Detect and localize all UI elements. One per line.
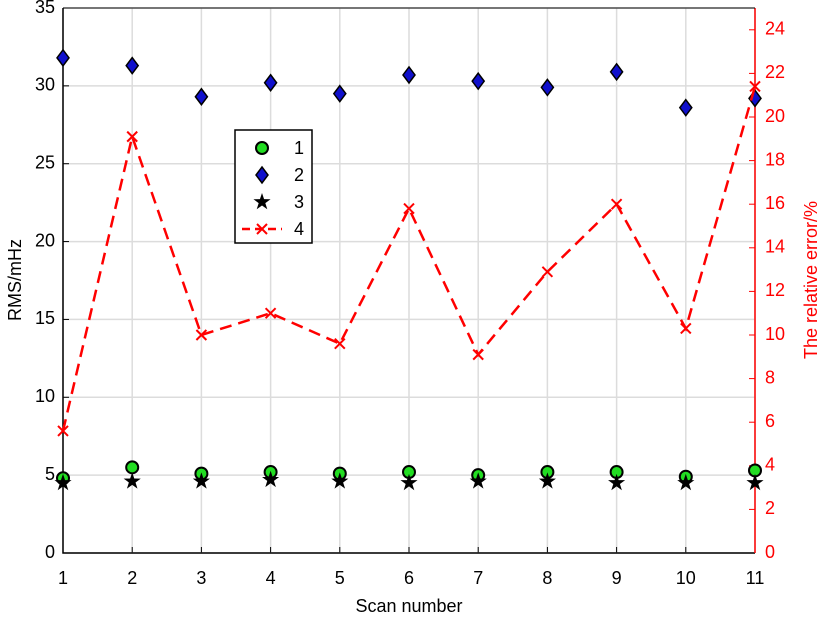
y2-tick-label: 14 <box>765 237 785 257</box>
x-tick-label: 1 <box>58 568 68 588</box>
y2-tick-label: 8 <box>765 367 775 387</box>
marker <box>677 473 695 491</box>
marker <box>400 473 418 491</box>
y2-tick-label: 12 <box>765 280 785 300</box>
y2-axis-label: The relative error/% <box>801 201 821 359</box>
x-tick-label: 6 <box>404 568 414 588</box>
y2-tick-label: 22 <box>765 62 785 82</box>
marker <box>610 198 623 210</box>
marker <box>746 473 764 491</box>
x-tick-label: 3 <box>196 568 206 588</box>
marker <box>678 98 693 117</box>
marker <box>57 425 69 437</box>
series-line <box>61 86 757 432</box>
legend-box <box>234 129 313 244</box>
marker <box>608 473 626 491</box>
marker <box>472 348 484 361</box>
legend-label: 4 <box>294 219 304 239</box>
marker <box>403 202 415 215</box>
marker <box>749 80 761 93</box>
marker <box>56 48 70 68</box>
y-tick-label: 5 <box>45 464 55 484</box>
y2-tick-label: 10 <box>765 324 785 344</box>
x-tick-label: 7 <box>473 568 483 588</box>
x-tick-label: 8 <box>542 568 552 588</box>
marker <box>469 472 487 489</box>
marker <box>195 329 208 341</box>
marker <box>538 472 556 489</box>
y2-tick-label: 4 <box>765 455 775 475</box>
x-tick-label: 10 <box>676 568 696 588</box>
marker <box>262 470 280 488</box>
marker <box>264 307 277 319</box>
marker <box>125 56 140 75</box>
legend-marker <box>253 193 271 210</box>
marker <box>541 266 554 278</box>
y-axis-label: RMS/mHz <box>5 239 25 321</box>
y-tick-label: 20 <box>35 230 55 250</box>
marker <box>263 73 278 92</box>
y2-tick-label: 2 <box>765 498 775 518</box>
marker <box>54 473 72 491</box>
legend-label: 1 <box>294 138 304 158</box>
legend-label: 3 <box>294 192 304 212</box>
marker <box>123 472 141 489</box>
y-tick-label: 25 <box>35 152 55 172</box>
marker <box>126 130 138 143</box>
y2-tick-label: 24 <box>765 19 785 39</box>
x-axis-label: Scan number <box>355 596 462 616</box>
y2-tick-label: 16 <box>765 193 785 213</box>
y-tick-label: 0 <box>45 542 55 562</box>
legend-marker <box>255 165 269 185</box>
marker <box>748 89 762 108</box>
y-tick-label: 35 <box>35 0 55 17</box>
x-tick-label: 2 <box>127 568 137 588</box>
y-tick-label: 30 <box>35 75 55 95</box>
marker <box>402 65 416 85</box>
y2-tick-label: 6 <box>765 411 775 431</box>
x-tick-label: 5 <box>335 568 345 588</box>
marker <box>471 71 486 91</box>
y2-tick-label: 0 <box>765 542 775 562</box>
marker <box>540 78 555 97</box>
marker <box>680 322 692 335</box>
marker <box>125 460 140 475</box>
y-tick-label: 15 <box>35 308 55 328</box>
marker <box>334 338 346 350</box>
marker <box>194 87 209 107</box>
y2-tick-label: 20 <box>765 106 785 126</box>
y-tick-label: 10 <box>35 386 55 406</box>
legend: 1 2 3 4 <box>234 129 313 244</box>
legend-label: 2 <box>294 165 304 185</box>
x-tick-label: 9 <box>612 568 622 588</box>
marker <box>192 472 210 489</box>
x-tick-label: 4 <box>266 568 276 588</box>
legend-marker <box>255 141 269 155</box>
y2-tick-label: 18 <box>765 149 785 169</box>
legend-marker <box>256 223 268 235</box>
axes-frame <box>62 8 755 554</box>
marker <box>332 84 347 103</box>
x-tick-label: 11 <box>746 568 765 588</box>
marker <box>609 62 624 82</box>
marker <box>331 472 349 489</box>
